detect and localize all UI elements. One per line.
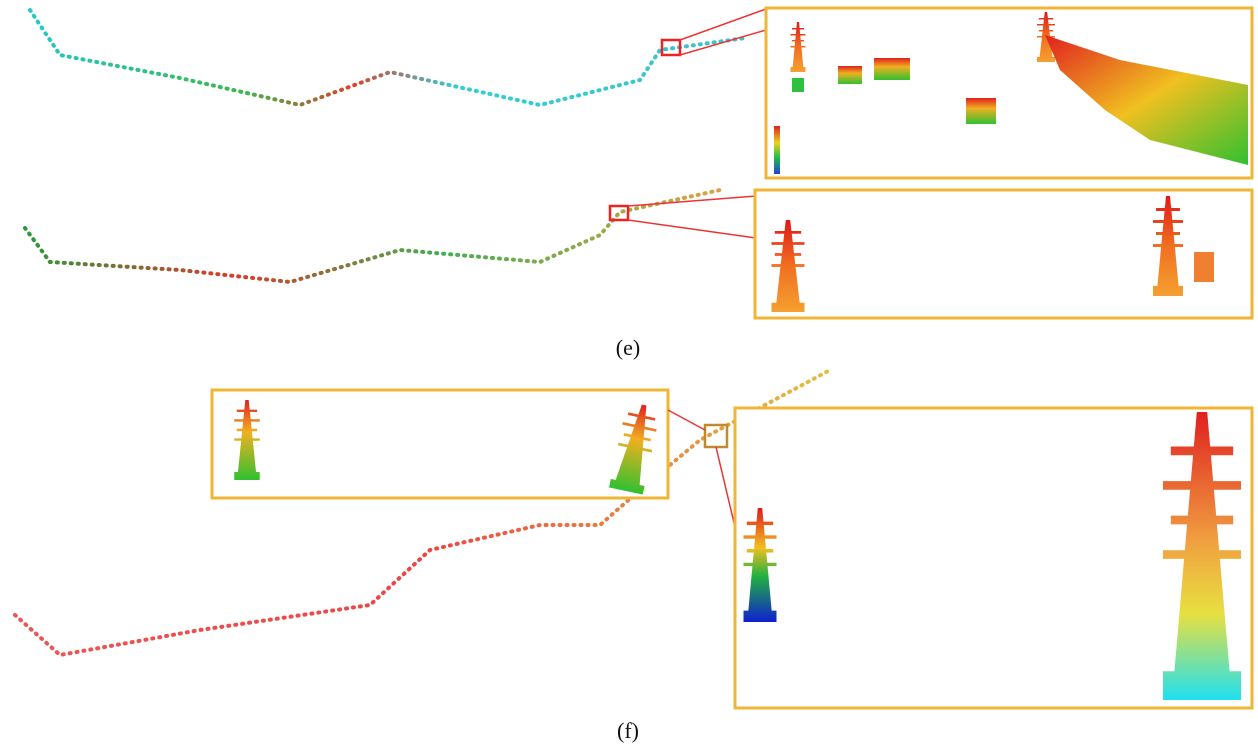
point-cluster [874, 58, 910, 80]
point-cluster [1194, 252, 1214, 282]
point-strip [25, 190, 720, 282]
leader-line [680, 30, 766, 55]
inset-box [212, 390, 668, 498]
leader-line [680, 9, 766, 40]
point-strip [30, 10, 745, 105]
panel-label: (e) [616, 335, 640, 360]
leader-line [628, 220, 756, 238]
zoom-marker [610, 206, 628, 220]
point-cluster [792, 78, 804, 92]
leader-line [668, 410, 705, 430]
point-cluster [838, 66, 862, 84]
page: Point cloud figure {"panels": [{"label":… [0, 0, 1258, 753]
point-cluster [966, 98, 996, 124]
figure: (e) (f) [0, 0, 1258, 753]
body: (e) (f) (() => { const data = JSON.parse… [0, 0, 1258, 753]
color-bar [774, 126, 780, 174]
panel-label: (f) [617, 718, 639, 743]
